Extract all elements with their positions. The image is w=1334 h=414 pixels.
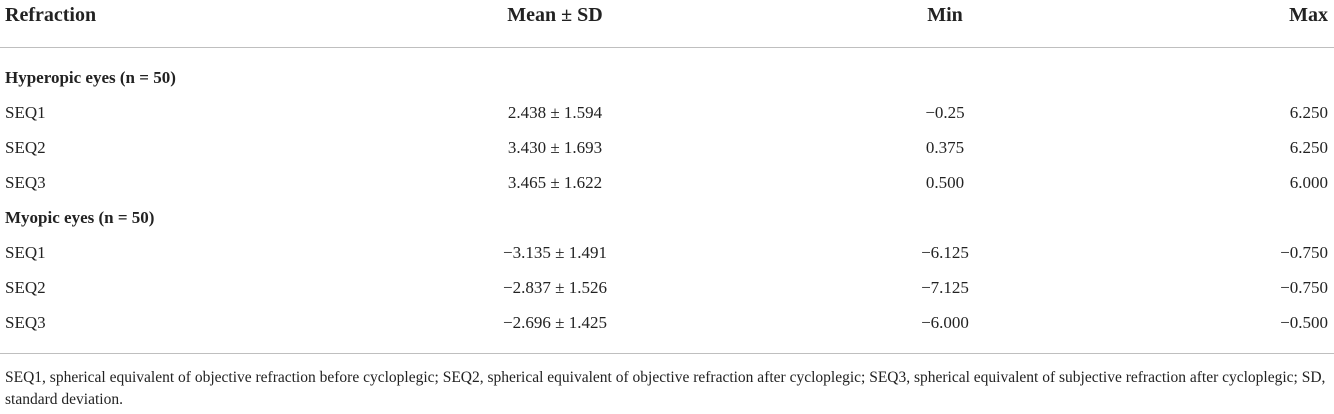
header-cell: Min — [927, 4, 963, 26]
table-cell: −7.125 — [921, 278, 969, 297]
table-cell: −6.125 — [921, 243, 969, 262]
table-cell: −2.837 ± 1.526 — [503, 278, 607, 297]
table-cell: SEQ1 — [5, 243, 46, 262]
bottom-rule — [0, 353, 1334, 354]
table-cell: SEQ3 — [5, 173, 46, 192]
table-cell: −0.500 — [1280, 313, 1328, 332]
header-cell: Mean ± SD — [507, 4, 603, 26]
table-cell: 6.000 — [1289, 173, 1328, 192]
table-cell: SEQ3 — [5, 313, 46, 332]
table-cell: 3.465 ± 1.622 — [507, 173, 603, 192]
table-cell: SEQ2 — [5, 138, 46, 157]
section-title: Hyperopic eyes (n = 50) — [5, 68, 176, 87]
table-cell: 0.500 — [925, 173, 965, 192]
table-cell: 6.250 — [1289, 138, 1328, 157]
table-cell: 0.375 — [925, 138, 965, 157]
table-cell: −2.696 ± 1.425 — [503, 313, 607, 332]
table-cell: −0.25 — [925, 103, 965, 122]
table-cell: SEQ2 — [5, 278, 46, 297]
table-cell: −0.750 — [1280, 243, 1328, 262]
header-cell: Refraction — [5, 4, 97, 26]
header-cell: Max — [1289, 4, 1328, 26]
table-cell: 6.250 — [1289, 103, 1328, 122]
table-cell: SEQ1 — [5, 103, 46, 122]
table-cell: 3.430 ± 1.693 — [507, 138, 603, 157]
table-cell: −3.135 ± 1.491 — [503, 243, 607, 262]
header-rule — [0, 47, 1334, 48]
table-cell: −6.000 — [921, 313, 969, 332]
table-cell: −0.750 — [1280, 278, 1328, 297]
footnote: SEQ1, spherical equivalent of objective … — [5, 369, 1326, 408]
table-cell: 2.438 ± 1.594 — [507, 103, 603, 122]
section-title: Myopic eyes (n = 50) — [5, 208, 155, 227]
